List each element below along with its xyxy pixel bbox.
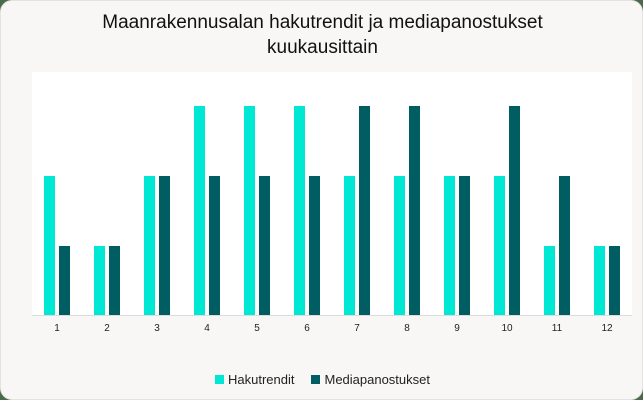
bar-hakutrendit-9[interactable] xyxy=(444,176,455,316)
bar-hakutrendit-2[interactable] xyxy=(94,246,105,316)
x-tick-label: 4 xyxy=(204,323,210,334)
bar-mediapanostukset-1[interactable] xyxy=(59,246,70,316)
x-tick-label: 10 xyxy=(501,323,513,334)
bar-hakutrendit-12[interactable] xyxy=(594,246,605,316)
x-tick-label: 8 xyxy=(404,323,410,334)
x-tick-label: 11 xyxy=(551,323,563,334)
bar-hakutrendit-5[interactable] xyxy=(244,106,255,316)
x-axis-line xyxy=(32,315,632,316)
x-tick-label: 2 xyxy=(104,323,110,334)
bar-hakutrendit-8[interactable] xyxy=(394,176,405,316)
bar-mediapanostukset-9[interactable] xyxy=(459,176,470,316)
x-tick-label: 6 xyxy=(304,323,310,334)
bar-mediapanostukset-6[interactable] xyxy=(309,176,320,316)
chart-title-line2: kuukausittain xyxy=(267,37,378,58)
legend-label: Mediapanostukset xyxy=(324,372,430,387)
plot-area xyxy=(32,72,632,316)
x-tick-label: 7 xyxy=(354,323,360,334)
bar-mediapanostukset-5[interactable] xyxy=(259,176,270,316)
bar-mediapanostukset-10[interactable] xyxy=(509,106,520,316)
bar-hakutrendit-10[interactable] xyxy=(494,176,505,316)
bar-mediapanostukset-11[interactable] xyxy=(559,176,570,316)
bar-hakutrendit-1[interactable] xyxy=(44,176,55,316)
chart-title: Maanrakennusalan hakutrendit ja mediapan… xyxy=(1,10,643,60)
chart-title-line1: Maanrakennusalan hakutrendit ja mediapan… xyxy=(102,12,543,33)
legend-swatch-hakutrendit xyxy=(215,375,224,384)
bar-hakutrendit-6[interactable] xyxy=(294,106,305,316)
legend-swatch-mediapanostukset xyxy=(311,375,321,384)
bar-hakutrendit-3[interactable] xyxy=(144,176,155,316)
legend-label: Hakutrendit xyxy=(228,372,295,387)
legend-item-mediapanostukset[interactable]: Mediapanostukset xyxy=(311,372,430,387)
bar-mediapanostukset-8[interactable] xyxy=(409,106,420,316)
bar-mediapanostukset-2[interactable] xyxy=(109,246,120,316)
bar-hakutrendit-7[interactable] xyxy=(344,176,355,316)
legend-item-hakutrendit[interactable]: Hakutrendit xyxy=(215,372,294,387)
legend: Hakutrendit Mediapanostukset xyxy=(1,372,643,387)
x-tick-label: 12 xyxy=(601,323,613,334)
bar-mediapanostukset-12[interactable] xyxy=(609,246,620,316)
bar-mediapanostukset-7[interactable] xyxy=(359,106,370,316)
x-tick-label: 5 xyxy=(254,323,260,334)
x-tick-label: 1 xyxy=(54,323,60,334)
bar-hakutrendit-11[interactable] xyxy=(544,246,555,316)
bar-mediapanostukset-4[interactable] xyxy=(209,176,220,316)
x-tick-label: 9 xyxy=(454,323,460,334)
bar-mediapanostukset-3[interactable] xyxy=(159,176,170,316)
x-tick-label: 3 xyxy=(154,323,160,334)
bar-hakutrendit-4[interactable] xyxy=(194,106,205,316)
